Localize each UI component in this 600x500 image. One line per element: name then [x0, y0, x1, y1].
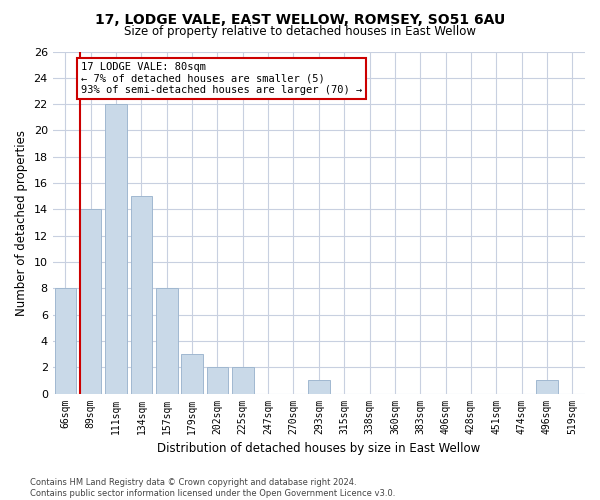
Text: 17, LODGE VALE, EAST WELLOW, ROMSEY, SO51 6AU: 17, LODGE VALE, EAST WELLOW, ROMSEY, SO5…	[95, 12, 505, 26]
Bar	[181, 354, 203, 394]
Bar	[105, 104, 127, 394]
Bar	[536, 380, 558, 394]
Bar	[308, 380, 329, 394]
Text: Size of property relative to detached houses in East Wellow: Size of property relative to detached ho…	[124, 25, 476, 38]
Text: 17 LODGE VALE: 80sqm
← 7% of detached houses are smaller (5)
93% of semi-detache: 17 LODGE VALE: 80sqm ← 7% of detached ho…	[81, 62, 362, 95]
Bar	[156, 288, 178, 394]
Bar	[80, 210, 101, 394]
Bar	[131, 196, 152, 394]
Text: Contains HM Land Registry data © Crown copyright and database right 2024.
Contai: Contains HM Land Registry data © Crown c…	[30, 478, 395, 498]
Bar	[55, 288, 76, 394]
Y-axis label: Number of detached properties: Number of detached properties	[15, 130, 28, 316]
Bar	[232, 367, 254, 394]
X-axis label: Distribution of detached houses by size in East Wellow: Distribution of detached houses by size …	[157, 442, 481, 455]
Bar	[206, 367, 228, 394]
